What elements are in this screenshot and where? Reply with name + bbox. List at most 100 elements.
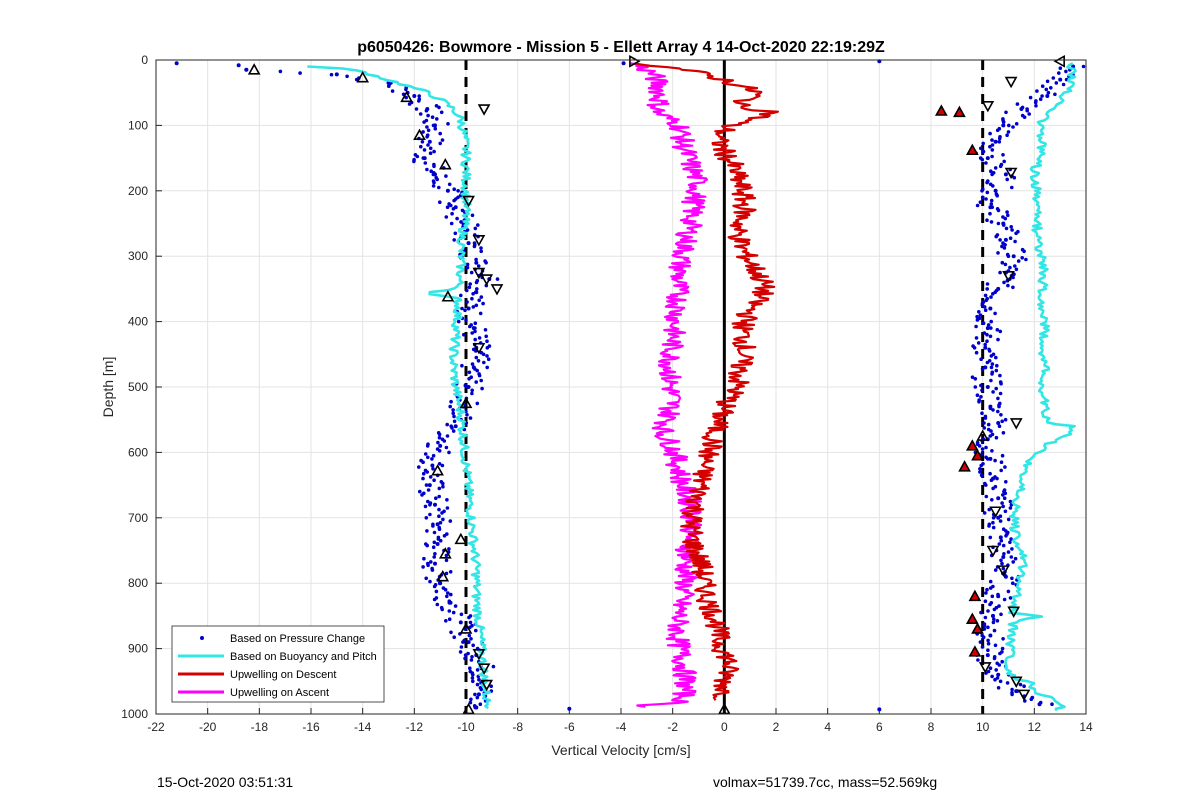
- pressure-point: [986, 648, 990, 652]
- pressure-point: [998, 329, 1003, 334]
- pressure-point: [998, 270, 1002, 275]
- pressure-point: [997, 404, 1001, 409]
- pressure-point: [474, 257, 478, 262]
- triangle-marker: [629, 54, 641, 68]
- x-tick-label: 0: [721, 720, 728, 734]
- pressure-point: [470, 388, 475, 393]
- pressure-point: [447, 547, 451, 551]
- pressure-point: [1004, 226, 1009, 231]
- pressure-point: [463, 656, 467, 661]
- x-tick-label: -12: [406, 720, 424, 734]
- pressure-point: [1027, 112, 1031, 116]
- pressure-point: [979, 463, 983, 468]
- pressure-point: [440, 607, 445, 612]
- pressure-point: [459, 612, 464, 617]
- pressure-point: [1038, 97, 1043, 101]
- pressure-point: [1046, 90, 1051, 95]
- pressure-point: [446, 122, 450, 126]
- x-axis-label: Vertical Velocity [cm/s]: [551, 742, 690, 758]
- pressure-point: [412, 94, 417, 98]
- pressure-point: [993, 166, 998, 170]
- pressure-point: [428, 502, 432, 507]
- pressure-point: [972, 346, 977, 350]
- pressure-point: [421, 460, 425, 465]
- triangle-marker: [431, 464, 444, 476]
- pressure-point: [468, 700, 473, 705]
- pressure-point: [453, 424, 458, 429]
- pressure-point: [477, 373, 482, 378]
- pressure-point: [467, 633, 472, 638]
- triangle-marker: [462, 195, 475, 208]
- pressure-point: [404, 95, 409, 100]
- y-tick-label: 500: [128, 380, 148, 394]
- triangle-marker: [1009, 418, 1023, 430]
- y-tick-label: 300: [128, 249, 148, 263]
- pressure-point: [989, 354, 994, 358]
- pressure-point: [446, 591, 450, 595]
- pressure-point: [1058, 77, 1063, 82]
- pressure-point: [437, 507, 441, 512]
- pressure-point: [432, 478, 436, 483]
- y-tick-label: 600: [128, 445, 148, 459]
- pressure-point: [244, 67, 249, 72]
- pressure-point: [449, 203, 453, 208]
- pressure-point: [979, 146, 983, 151]
- pressure-point: [437, 494, 442, 499]
- pressure-point: [983, 416, 988, 420]
- pressure-point: [995, 193, 999, 198]
- pressure-point: [984, 483, 988, 487]
- pressure-point: [1057, 71, 1061, 75]
- pressure-point: [973, 385, 978, 389]
- triangle-marker: [436, 570, 450, 582]
- pressure-point: [426, 488, 431, 492]
- pressure-point: [431, 545, 436, 549]
- pressure-point: [433, 552, 437, 556]
- pressure-point: [993, 458, 997, 463]
- pressure-point: [417, 465, 421, 469]
- x-tick-label: -4: [616, 720, 627, 734]
- legend: Based on Pressure Change Based on Buoyanc…: [171, 625, 385, 703]
- pressure-point: [439, 110, 444, 115]
- pressure-point: [981, 149, 986, 154]
- pressure-point: [475, 368, 480, 373]
- pressure-point: [423, 504, 428, 509]
- triangle-marker: [1004, 167, 1018, 180]
- pressure-point: [1003, 465, 1007, 469]
- pressure-point: [485, 346, 490, 350]
- pressure-point: [987, 524, 991, 528]
- pressure-point: [471, 326, 476, 331]
- pressure-point: [445, 434, 450, 438]
- pressure-point: [992, 607, 997, 612]
- pressure-point: [468, 416, 473, 420]
- pressure-point: [1002, 280, 1006, 285]
- pressure-point: [434, 589, 439, 594]
- pressure-point: [474, 628, 478, 633]
- pressure-point: [431, 467, 435, 471]
- pressure-point: [1004, 110, 1008, 115]
- pressure-point: [1064, 69, 1068, 74]
- pressure-point: [973, 377, 978, 381]
- pressure-point: [985, 156, 990, 161]
- triangle-marker: [472, 267, 486, 280]
- pressure-point: [433, 126, 438, 131]
- pressure-point: [475, 695, 480, 700]
- pressure-point: [995, 619, 1000, 623]
- pressure-point: [477, 677, 481, 682]
- pressure-point: [994, 386, 998, 391]
- pressure-point: [464, 318, 468, 322]
- pressure-point: [466, 385, 471, 389]
- pressure-point: [447, 450, 451, 455]
- pressure-point: [465, 288, 469, 293]
- triangle-marker: [400, 90, 413, 103]
- pressure-point: [990, 138, 994, 142]
- triangle-marker: [472, 342, 486, 355]
- pressure-point: [990, 372, 994, 376]
- pressure-point: [981, 635, 986, 639]
- pressure-point: [428, 512, 432, 517]
- pressure-point: [974, 336, 979, 340]
- x-tick-labels: -22 -20 -18 -16 -14 -12 -10 -8 -6 -4 -2 0 2 4 6 8 10 12 14: [147, 720, 1093, 734]
- pressure-point: [418, 112, 423, 116]
- triangle-marker: [1017, 689, 1031, 702]
- pressure-point: [425, 543, 430, 548]
- x-tick-label: 12: [1028, 720, 1042, 734]
